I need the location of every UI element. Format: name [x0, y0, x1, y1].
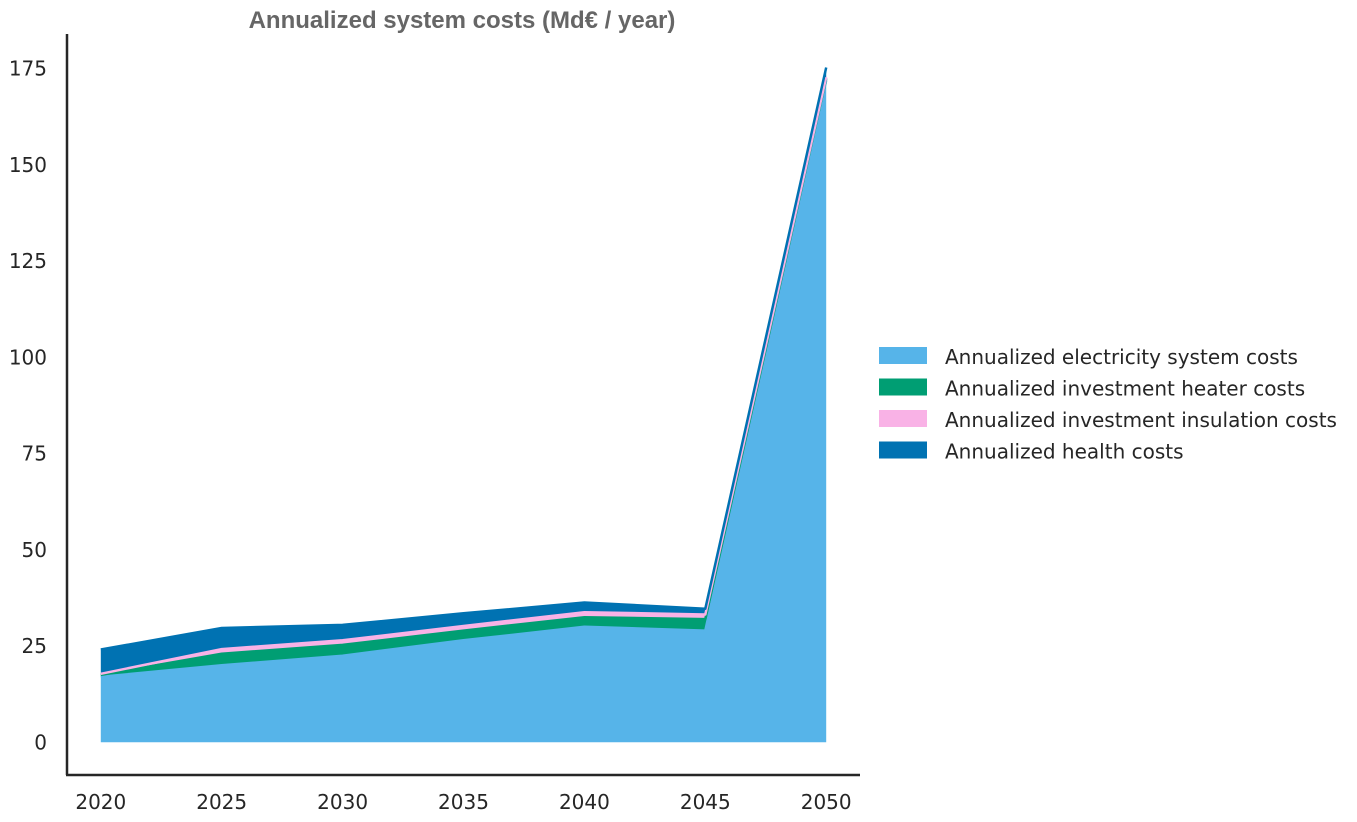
- legend: Annualized electricity system costs Annua…: [879, 345, 1337, 464]
- y-tick-label: 150: [9, 153, 47, 177]
- legend-swatch: [879, 378, 927, 396]
- x-tick-label: 2040: [559, 790, 610, 814]
- legend-swatch: [879, 410, 927, 427]
- legend-label: Annualized investment heater costs: [945, 377, 1305, 401]
- x-tick-label: 2030: [317, 790, 368, 814]
- y-axis-ticks: 0 25 50 75 100 125 150 175: [9, 57, 47, 755]
- y-tick-label: 125: [9, 249, 47, 273]
- line-annualized-investment-insulation-costs: [100, 76, 828, 676]
- area-annualized-electricity-system-costs: [100, 80, 827, 743]
- legend-swatch: [879, 441, 927, 459]
- y-tick-label: 0: [34, 730, 47, 754]
- legend-swatch: [879, 347, 927, 364]
- x-tick-label: 2050: [801, 790, 852, 814]
- y-tick-label: 75: [22, 442, 47, 466]
- chart-title: Annualized system costs (Md€ / year): [249, 7, 676, 34]
- line-annualized-health-costs: [100, 67, 828, 651]
- y-tick-label: 175: [9, 57, 47, 81]
- area-layers: [100, 67, 827, 743]
- y-tick-label: 50: [22, 538, 47, 562]
- x-tick-label: 2020: [75, 790, 126, 814]
- legend-label: Annualized investment insulation costs: [945, 408, 1337, 432]
- x-tick-label: 2025: [196, 790, 247, 814]
- line-annualized-electricity-system-costs: [100, 79, 828, 679]
- x-axis-ticks: 2020 2025 2030 2035 2040 2045 2050: [75, 790, 851, 814]
- legend-label: Annualized electricity system costs: [945, 345, 1298, 369]
- series-lines: [100, 67, 828, 679]
- x-tick-label: 2035: [438, 790, 489, 814]
- legend-label: Annualized health costs: [945, 440, 1184, 464]
- line-annualized-investment-heater-costs: [100, 78, 828, 677]
- y-tick-label: 25: [22, 634, 47, 658]
- y-tick-label: 100: [9, 345, 47, 369]
- x-tick-label: 2045: [680, 790, 731, 814]
